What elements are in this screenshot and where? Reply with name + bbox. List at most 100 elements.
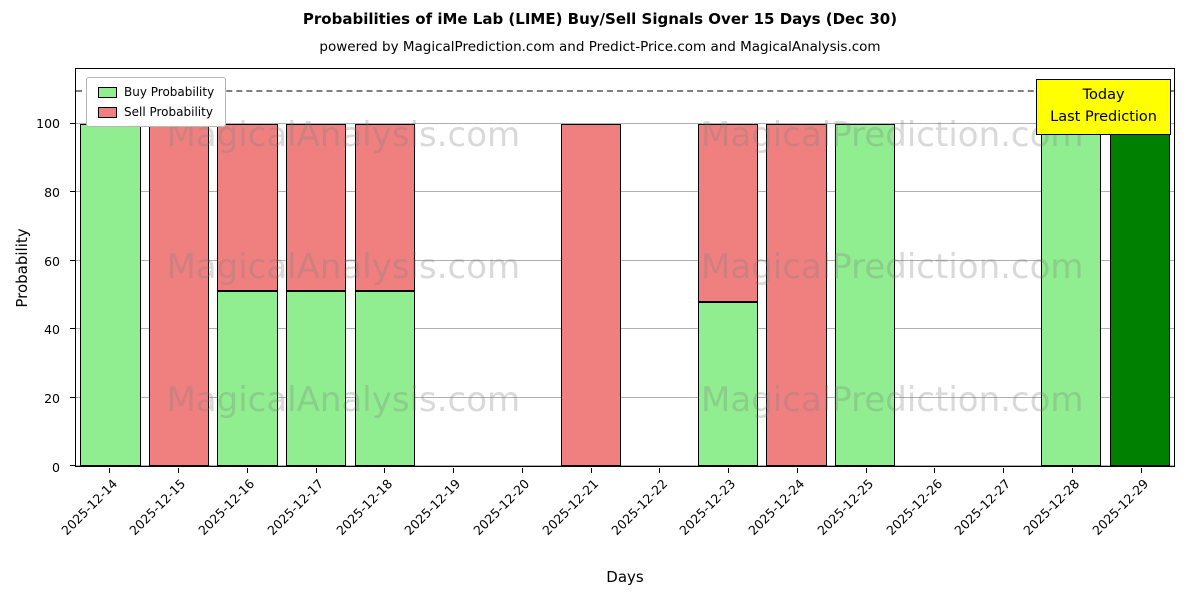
x-tick-mark xyxy=(865,468,867,473)
legend-sell-swatch xyxy=(98,106,117,118)
x-tick-mark xyxy=(384,468,386,473)
bar-slot-2025-12-20 xyxy=(488,69,557,466)
y-tick-label: 40 xyxy=(44,322,60,338)
x-tick-label: 2025-12-17 xyxy=(264,476,327,538)
bar-slot-2025-12-16 xyxy=(213,69,282,466)
bar-2025-12-29 xyxy=(1109,69,1170,466)
y-tick-label: 100 xyxy=(36,116,60,132)
x-tick-mark xyxy=(796,468,798,473)
x-tick-label: 2025-12-19 xyxy=(401,476,464,538)
x-tick-mark xyxy=(934,468,936,473)
bar-slot-2025-12-18 xyxy=(351,69,420,466)
bar-slot-2025-12-28 xyxy=(1037,69,1106,466)
bar-2025-12-15 xyxy=(148,69,210,466)
buy-segment-2025-12-14 xyxy=(80,123,141,466)
gridline-60 xyxy=(76,259,1174,261)
y-tick-mark xyxy=(70,465,76,466)
x-tick-mark xyxy=(728,468,730,473)
gridline-20 xyxy=(76,396,1174,398)
legend-sell-label: Sell Probability xyxy=(124,105,213,119)
x-tick-mark xyxy=(246,468,248,473)
bars-container xyxy=(76,69,1174,466)
x-tick-label: 2025-12-25 xyxy=(814,476,877,538)
bar-2025-12-24 xyxy=(766,69,827,466)
bar-2025-12-18 xyxy=(354,69,415,466)
sell-segment-2025-12-16 xyxy=(217,123,278,292)
x-tick-mark xyxy=(659,468,661,473)
bar-2025-12-17 xyxy=(286,69,347,466)
y-tick-label: 60 xyxy=(44,253,60,269)
bar-slot-2025-12-23 xyxy=(694,69,763,466)
bar-slot-2025-12-25 xyxy=(831,69,900,466)
sell-segment-2025-12-21 xyxy=(560,123,621,466)
y-tick-label: 80 xyxy=(44,184,60,200)
buy-segment-2025-12-18 xyxy=(354,291,415,466)
x-tick-mark xyxy=(1071,468,1073,473)
x-axis-label: Days xyxy=(606,568,644,586)
y-tick-labels: 0 20 40 60 80 100 xyxy=(0,68,68,475)
x-tick-label: 2025-12-20 xyxy=(470,476,533,538)
bar-slot-2025-12-19 xyxy=(419,69,488,466)
bar-2025-12-28 xyxy=(1040,69,1102,466)
buy-segment-2025-12-25 xyxy=(835,123,896,466)
sell-segment-2025-12-23 xyxy=(697,123,759,302)
bar-slot-2025-12-24 xyxy=(762,69,831,466)
x-tick-label: 2025-12-16 xyxy=(195,476,258,538)
bar-slot-2025-12-14 xyxy=(76,69,145,466)
bar-2025-12-23 xyxy=(697,69,759,466)
legend: Buy Probability Sell Probability xyxy=(86,77,227,127)
today-annotation-line1: Today xyxy=(1082,87,1125,103)
plot-area: MagicalAnalysis.com MagicalPrediction.com… xyxy=(70,68,1175,467)
bar-slot-2025-12-26 xyxy=(900,69,969,466)
chart-subtitle: powered by MagicalPrediction.com and Pre… xyxy=(319,39,881,55)
dashed-threshold-line xyxy=(76,89,1174,92)
x-tick-label: 2025-12-29 xyxy=(1089,476,1152,538)
y-tick-mark xyxy=(70,396,76,398)
x-tick-label: 2025-12-14 xyxy=(57,476,120,538)
x-tick-label: 2025-12-21 xyxy=(539,476,602,538)
bar-2025-12-25 xyxy=(835,69,896,466)
gridline-40 xyxy=(76,328,1174,330)
buy-segment-2025-12-17 xyxy=(286,291,347,466)
x-tick-mark xyxy=(590,468,592,473)
bar-slot-2025-12-17 xyxy=(282,69,351,466)
x-tick-label: 2025-12-27 xyxy=(951,476,1014,538)
x-tick-mark xyxy=(453,468,455,473)
chart-title: Probabilities of iMe Lab (LIME) Buy/Sell… xyxy=(302,10,898,28)
buy-segment-2025-12-23 xyxy=(697,301,759,466)
legend-row-buy: Buy Probability xyxy=(98,85,214,99)
bar-slot-2025-12-15 xyxy=(145,69,214,466)
today-annotation: Today Last Prediction xyxy=(1036,79,1171,135)
bar-2025-12-21 xyxy=(560,69,621,466)
buy-segment-2025-12-28 xyxy=(1040,123,1102,466)
x-tick-label: 2025-12-15 xyxy=(126,476,189,538)
x-tick-mark xyxy=(521,468,523,473)
sell-segment-2025-12-17 xyxy=(286,123,347,292)
y-tick-label: 0 xyxy=(52,460,60,475)
x-tick-mark xyxy=(1140,468,1142,473)
x-tick-mark xyxy=(1003,468,1005,473)
x-tick-label: 2025-12-26 xyxy=(882,476,945,538)
bar-slot-2025-12-29 xyxy=(1105,69,1174,466)
bar-slot-2025-12-27 xyxy=(968,69,1037,466)
legend-row-sell: Sell Probability xyxy=(98,105,214,119)
bar-slot-2025-12-21 xyxy=(556,69,625,466)
y-tick-mark xyxy=(70,259,76,261)
bar-2025-12-16 xyxy=(217,69,278,466)
x-tick-label: 2025-12-24 xyxy=(745,476,808,538)
bar-2025-12-14 xyxy=(80,69,141,466)
sell-segment-2025-12-15 xyxy=(148,123,210,466)
x-tick-mark xyxy=(315,468,317,473)
y-tick-label: 20 xyxy=(44,391,60,407)
gridline-80 xyxy=(76,191,1174,193)
sell-segment-2025-12-24 xyxy=(766,123,827,466)
buy-segment-2025-12-16 xyxy=(217,291,278,466)
gridline-0 xyxy=(76,465,1174,466)
x-tick-label: 2025-12-22 xyxy=(607,476,670,538)
buy-segment-2025-12-29 xyxy=(1109,123,1170,466)
legend-buy-swatch xyxy=(98,86,117,98)
y-tick-mark xyxy=(70,122,76,124)
x-tick-mark xyxy=(178,468,180,473)
bar-slot-2025-12-22 xyxy=(625,69,694,466)
